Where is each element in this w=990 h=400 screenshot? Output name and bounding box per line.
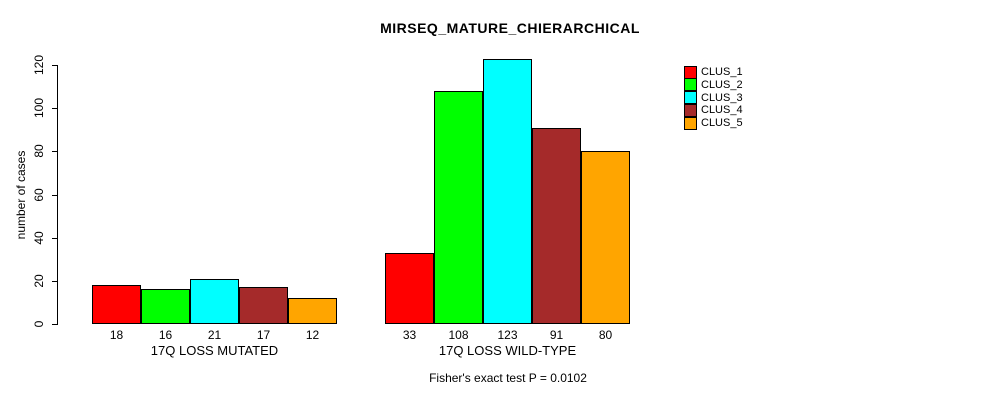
- subtitle-annotation: Fisher's exact test P = 0.0102: [429, 371, 587, 385]
- legend-swatch: [684, 91, 697, 104]
- bar: [288, 298, 337, 324]
- y-axis-tick: [52, 324, 57, 325]
- chart-title: MIRSEQ_MATURE_CHIERARCHICAL: [380, 20, 640, 36]
- legend-label: CLUS_3: [701, 91, 743, 104]
- bar: [190, 279, 239, 324]
- bar-value-label: 12: [305, 328, 320, 342]
- bar: [92, 285, 141, 324]
- y-axis-tick-label: 0: [32, 320, 46, 328]
- bar-value-label: 16: [158, 328, 173, 342]
- y-axis-label: number of cases: [14, 150, 28, 240]
- legend-swatch: [684, 104, 697, 117]
- bar-value-label: 108: [448, 328, 469, 342]
- legend-label: CLUS_2: [701, 78, 743, 91]
- bar-value-label: 18: [109, 328, 124, 342]
- y-axis-tick-label: 100: [32, 97, 46, 119]
- y-axis-tick: [52, 238, 57, 239]
- bar: [239, 287, 288, 324]
- y-axis-tick-label: 40: [32, 231, 46, 245]
- bar-value-label: 33: [402, 328, 417, 342]
- bar-value-label: 17: [256, 328, 271, 342]
- legend-label: CLUS_5: [701, 117, 743, 130]
- y-axis-tick: [52, 108, 57, 109]
- y-axis-tick-label: 120: [32, 54, 46, 76]
- bar: [581, 151, 630, 324]
- bar: [434, 91, 483, 324]
- legend-swatch: [684, 78, 697, 91]
- legend-label: CLUS_4: [701, 104, 743, 117]
- y-axis-tick: [52, 151, 57, 152]
- bar: [483, 59, 532, 324]
- category-label: 17Q LOSS MUTATED: [150, 343, 279, 358]
- y-axis-tick: [52, 65, 57, 66]
- category-label: 17Q LOSS WILD-TYPE: [438, 343, 577, 358]
- bar: [532, 128, 581, 324]
- bar-value-label: 91: [549, 328, 564, 342]
- bar: [141, 289, 190, 324]
- legend-swatch: [684, 117, 697, 130]
- bar-value-label: 21: [207, 328, 222, 342]
- bar-value-label: 80: [598, 328, 613, 342]
- y-axis-tick-label: 60: [32, 188, 46, 202]
- y-axis-tick-label: 80: [32, 144, 46, 158]
- y-axis-line: [57, 65, 58, 325]
- legend-label: CLUS_1: [701, 66, 743, 78]
- y-axis-tick: [52, 281, 57, 282]
- bar: [385, 253, 434, 324]
- y-axis-tick: [52, 195, 57, 196]
- y-axis-tick-label: 20: [32, 274, 46, 288]
- bar-value-label: 123: [497, 328, 518, 342]
